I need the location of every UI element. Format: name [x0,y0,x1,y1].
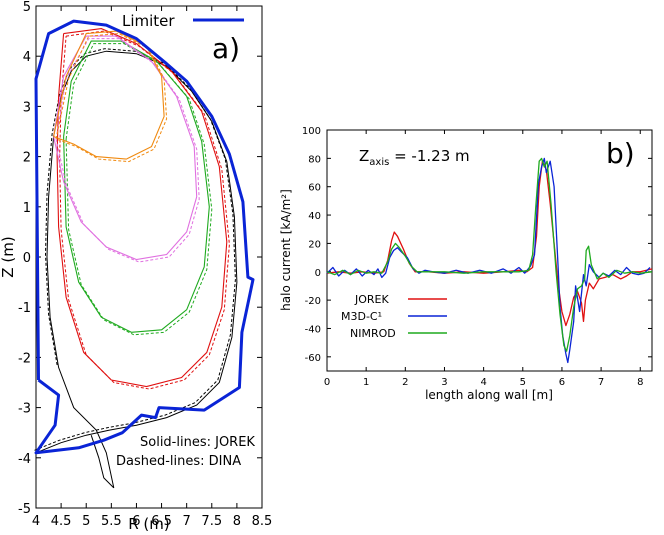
x-tick-label-a: 5 [82,514,90,529]
x-tick-label-a: 6 [132,514,140,529]
y-tick-label-a: 5 [23,0,31,15]
separatrix-dashed [34,48,236,451]
flux-surface-orange-dashed [55,33,168,163]
y-tick-label-b: -20 [305,296,321,307]
x-tick-label-a: 4.5 [51,514,72,529]
ticks-b: 0 1 2 3 4 5 6 7 8 100 80 60 40 20 0 -20 -40 -60 [302,126,652,388]
y-tick-label-a: 3 [23,100,31,115]
y-tick-label-b: -60 [305,353,321,364]
flux-surface-violet-solid [53,35,198,261]
y-tick-label-a: 0 [23,251,31,266]
annotation-solid-lines: Solid-lines: JOREK [140,435,255,450]
y-tick-label-a: -4 [18,452,31,467]
flux-surface-orange-solid [53,30,165,160]
y-axis-label-a: Z (m) [0,236,17,277]
separatrix-solid [35,50,238,489]
panel-label-a: a) [212,32,240,65]
x-tick-label-a: 6.5 [151,514,172,529]
x-tick-label-b: 4 [480,377,486,388]
x-tick-label-b: 7 [598,377,604,388]
y-tick-label-b: 60 [308,183,321,194]
curves-b [326,157,653,364]
x-axis-label-a: R (m) [128,515,170,533]
flux-surface-red-solid [56,28,228,388]
x-tick-label-a: 4 [32,514,40,529]
y-tick-label-b: 80 [308,154,321,165]
y-tick-label-a: -1 [18,301,31,316]
y-tick-label-b: 100 [302,126,321,137]
limiter-outline [34,19,255,455]
panel-label-b: b) [606,137,635,170]
curves-a [34,19,255,489]
x-tick-label-a: 5.5 [101,514,122,529]
y-tick-label-a: 1 [23,201,31,216]
flux-surface-green-dashed [65,43,213,336]
legend-label-nimrod: NIMROD [350,327,396,340]
y-tick-label-b: 0 [315,268,321,279]
legend-b: JOREK M3D-C¹ NIMROD [341,293,447,340]
legend-a: Limiter [122,12,244,30]
annotation-z-axis: Zaxis = -1.23 m [359,147,470,168]
flux-surface-violet-dashed [55,38,200,263]
y-tick-label-b: 40 [308,211,321,222]
x-tick-label-b: 5 [520,377,526,388]
x-tick-label-a: 8 [233,514,241,529]
series-line-jorek [326,160,653,327]
ticks-a: 4 4.5 5 5.5 6 6.5 7 7.5 8 8.5 5 4 3 2 1 0 -1 -2 -3 -4 -5 [18,0,272,529]
y-tick-label-a: -2 [18,351,31,366]
series-line-nimrod [326,157,653,352]
y-tick-label-b: 20 [308,239,321,250]
legend-label-jorek: JOREK [354,293,389,306]
y-tick-label-b: -40 [305,324,321,335]
annotation-dashed-lines: Dashed-lines: DINA [116,454,241,469]
y-tick-label-a: 2 [23,151,31,166]
chart-a-plasma-equilibrium: 4 4.5 5 5.5 6 6.5 7 7.5 8 8.5 5 4 3 2 1 0 -1 -2 -3 -4 -5 Lim… [0,0,272,533]
plot-frame-b [326,129,653,372]
legend-label-m3dc1: M3D-C¹ [341,310,382,323]
x-tick-label-b: 8 [637,377,643,388]
y-tick-label-a: -3 [18,402,31,417]
y-tick-label-a: -5 [18,502,31,517]
y-tick-label-a: 4 [23,50,31,65]
legend-label-limiter: Limiter [122,12,175,30]
x-tick-label-b: 0 [324,377,330,388]
divertor-leg [90,435,115,489]
x-tick-label-b: 1 [363,377,369,388]
x-tick-label-a: 7 [183,514,191,529]
series-line-m3dc1 [326,157,651,364]
x-axis-label-b: length along wall [m] [425,388,553,402]
flux-surface-green-solid [63,40,210,333]
flux-surface-red-dashed [59,30,230,390]
x-tick-label-b: 6 [559,377,565,388]
x-tick-label-a: 7.5 [201,514,222,529]
x-tick-label-b: 3 [441,377,447,388]
x-tick-label-b: 2 [402,377,408,388]
x-tick-label-a: 8.5 [252,514,273,529]
